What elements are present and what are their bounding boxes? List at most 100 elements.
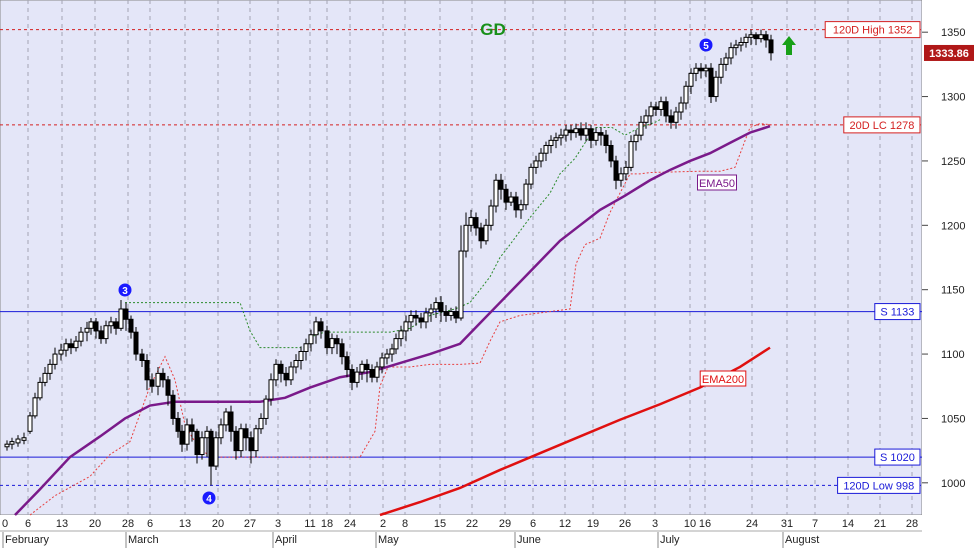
x-tick-label: 7 [812, 518, 818, 530]
candle-body [753, 34, 759, 40]
trailing-stop-line [125, 119, 661, 349]
candle-body [633, 134, 639, 143]
candle-body [523, 183, 529, 206]
x-month-label: February [5, 534, 50, 546]
candle-body [175, 417, 181, 432]
candle-body [653, 106, 659, 110]
candle-body [374, 366, 380, 378]
candle-body [628, 141, 634, 168]
candle-body [165, 379, 171, 396]
candle-body [248, 437, 254, 452]
candle-body [4, 443, 10, 448]
candle-body [553, 137, 559, 141]
candle-body [593, 132, 599, 141]
candle-body [228, 411, 234, 432]
candle-body [184, 424, 190, 445]
up-arrow-icon [782, 36, 796, 55]
candle-body [293, 360, 299, 368]
candle-body [573, 128, 579, 134]
candle-body [170, 394, 176, 419]
candle-body [354, 371, 360, 383]
x-tick-label: 2 [380, 518, 386, 530]
candle-body [563, 129, 569, 136]
candle-body [403, 321, 409, 332]
candle-body [123, 308, 129, 320]
candle-body [498, 179, 504, 190]
x-tick-label: 10 [684, 518, 696, 530]
candle-body [673, 111, 679, 123]
ema-line [14, 124, 771, 516]
candle-body [668, 115, 674, 123]
candle-body [329, 338, 335, 349]
y-tick-label: 1250 [941, 156, 965, 168]
candle-body [84, 327, 90, 333]
candle-body [334, 338, 340, 345]
candle-body [213, 437, 219, 467]
candle-body [160, 372, 166, 381]
x-tick-label: 31 [781, 518, 793, 530]
candle-body [253, 428, 259, 452]
candle-body [603, 134, 609, 146]
x-tick-label: 29 [499, 518, 511, 530]
x-tick-label: 18 [321, 518, 333, 530]
candle-body [688, 72, 694, 87]
candle-body [543, 144, 549, 154]
candle-body [58, 349, 64, 355]
x-month-label: July [660, 534, 680, 546]
candle-body [758, 34, 764, 40]
wave-marker-label: 3 [122, 286, 128, 297]
x-tick-label: 0 [2, 518, 8, 530]
level-label-box [874, 303, 921, 321]
candle-body [194, 430, 200, 455]
candle-body [324, 330, 330, 349]
y-tick-label: 1300 [941, 92, 965, 104]
candle-body [318, 321, 324, 332]
wave-marker-label: 4 [206, 494, 212, 505]
candle-body [155, 372, 161, 387]
candle-body [179, 430, 185, 445]
candle-body [683, 85, 689, 104]
candle-body [223, 411, 229, 426]
candle-body [218, 424, 224, 439]
candle-body [238, 428, 244, 452]
x-tick-label: 6 [25, 518, 31, 530]
candle-body [548, 139, 554, 146]
candle-body [488, 205, 494, 226]
candle-body [233, 430, 239, 452]
candle-body [108, 321, 114, 327]
x-tick-label: 28 [122, 518, 134, 530]
y-tick-label: 1150 [941, 285, 965, 297]
x-tick-label: 26 [619, 518, 631, 530]
level-label: 120D Low 998 [843, 480, 914, 492]
candle-body [513, 196, 519, 211]
candle-body [528, 166, 534, 185]
trailing-stops [29, 119, 773, 516]
candle-body [15, 438, 21, 444]
x-month-label: June [517, 534, 541, 546]
candle-body [708, 67, 714, 98]
candle-body [303, 343, 309, 352]
candle-body [468, 217, 474, 226]
wave-marker [118, 283, 132, 297]
candle-body [37, 381, 43, 399]
candle-body [558, 134, 564, 139]
x-tick-label: 6 [147, 518, 153, 530]
candle-body [298, 350, 304, 361]
candle-body [623, 166, 629, 175]
candle-body [349, 369, 355, 383]
series-label-box [697, 174, 737, 191]
candle-body [763, 34, 769, 41]
candle-body [149, 379, 155, 387]
level-label: 20D LC 1278 [849, 120, 914, 132]
x-tick-label: 15 [434, 518, 446, 530]
candle-body [658, 101, 664, 110]
candle-body [578, 128, 584, 136]
candle-body [408, 314, 414, 323]
x-tick-label: 24 [746, 518, 758, 530]
x-tick-label: 12 [559, 518, 571, 530]
candle-body [139, 353, 145, 361]
candle-body [189, 424, 195, 432]
candle-body [638, 121, 644, 136]
